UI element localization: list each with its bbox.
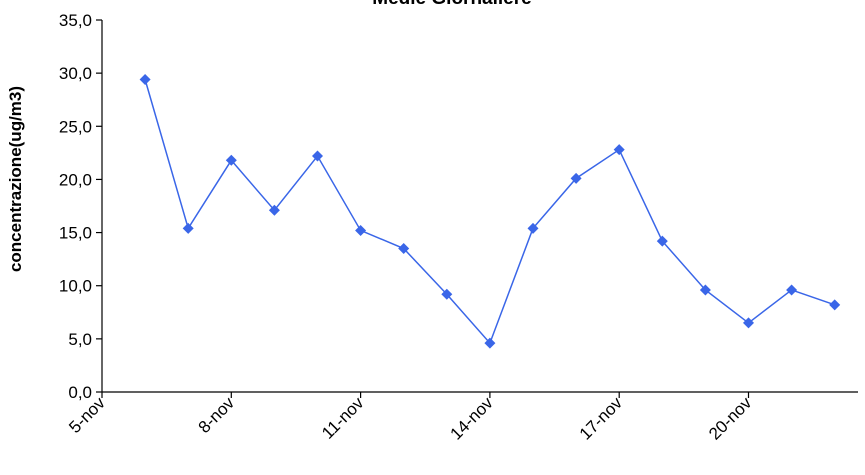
data-point xyxy=(441,288,453,300)
data-point xyxy=(355,224,367,236)
data-series xyxy=(139,74,841,349)
data-point xyxy=(786,284,798,296)
x-tick-label: 20-nov xyxy=(705,393,756,444)
data-point xyxy=(484,337,496,349)
y-tick-label: 25,0 xyxy=(59,117,92,136)
data-point xyxy=(398,243,410,255)
y-tick-label: 0,0 xyxy=(68,383,92,402)
y-tick-label: 10,0 xyxy=(59,277,92,296)
y-tick-label: 5,0 xyxy=(68,330,92,349)
data-point xyxy=(139,74,151,86)
data-point xyxy=(182,222,194,234)
x-tick-label: 11-nov xyxy=(318,393,368,443)
series-line xyxy=(144,79,835,345)
y-tick-label: 15,0 xyxy=(59,224,92,243)
chart-title: Medie Giornaliere xyxy=(372,0,531,9)
x-axis: 5-nov 8-nov 11-nov 14-nov 17-nov 20-nov xyxy=(65,391,858,444)
data-point xyxy=(570,172,582,184)
data-point xyxy=(312,150,323,162)
data-point xyxy=(527,222,539,234)
y-tick-label: 35,0 xyxy=(59,11,92,30)
data-point xyxy=(743,317,754,329)
data-point xyxy=(829,299,841,311)
y-axis-label: concentrazione(ug/m3) xyxy=(6,86,25,272)
data-point xyxy=(699,284,711,296)
y-axis: 0,0 5,0 10,0 15,0 20,0 25,0 30,0 35,0 xyxy=(59,11,103,402)
y-tick-label: 20,0 xyxy=(59,170,92,189)
x-tick-label: 8-nov xyxy=(195,393,239,437)
x-tick-label: 17-nov xyxy=(576,393,627,444)
data-point xyxy=(656,235,668,247)
data-point xyxy=(268,204,280,216)
data-point xyxy=(225,154,237,166)
x-tick-label: 14-nov xyxy=(447,393,498,444)
y-tick-label: 30,0 xyxy=(59,64,92,83)
data-point xyxy=(613,144,625,156)
